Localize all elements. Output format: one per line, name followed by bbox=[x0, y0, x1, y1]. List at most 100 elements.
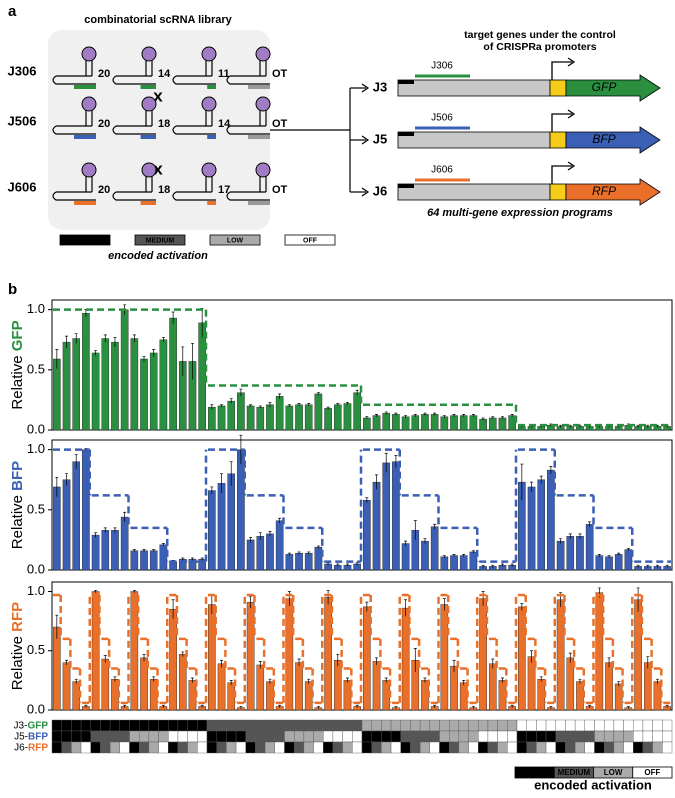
error-bar bbox=[307, 551, 311, 555]
heatmap-cell bbox=[303, 719, 314, 732]
scrna-icon bbox=[52, 60, 96, 85]
bar bbox=[72, 681, 81, 711]
heatmap-cell bbox=[555, 730, 566, 743]
y-label-gene: BFP bbox=[9, 461, 26, 491]
heatmap-cell bbox=[381, 719, 392, 732]
bar bbox=[653, 681, 662, 711]
heatmap-cell bbox=[468, 730, 479, 743]
error-bar bbox=[626, 547, 630, 551]
error-bar bbox=[297, 658, 301, 667]
error-bar bbox=[442, 598, 446, 611]
row-label: J306 bbox=[8, 63, 37, 78]
reporter-gene-label: GFP bbox=[592, 80, 617, 94]
error-bar bbox=[132, 549, 136, 552]
heatmap-cell bbox=[555, 719, 566, 732]
scrna-icon bbox=[52, 110, 96, 135]
bar bbox=[314, 393, 323, 431]
heatmap-cell bbox=[206, 719, 217, 732]
heatmap-cell bbox=[255, 719, 266, 732]
error-bar bbox=[423, 412, 427, 416]
heatmap-cell bbox=[255, 741, 266, 754]
scrna-icon bbox=[52, 176, 96, 201]
bar bbox=[256, 406, 265, 431]
error-bar bbox=[394, 706, 398, 709]
heatmap-cell bbox=[458, 741, 469, 754]
bar bbox=[304, 552, 313, 571]
y-tick-label: 0.0 bbox=[27, 561, 45, 576]
error-bar bbox=[181, 651, 185, 657]
heatmap-cell bbox=[410, 730, 421, 743]
row-prefix: J3- bbox=[14, 720, 28, 731]
error-bar bbox=[530, 481, 534, 492]
heatmap-cell bbox=[400, 741, 411, 754]
heatmap-cell bbox=[109, 719, 121, 732]
bar bbox=[275, 520, 284, 571]
bar bbox=[169, 561, 177, 571]
error-bar bbox=[559, 538, 563, 544]
heatmap-cell bbox=[274, 741, 285, 754]
y-tick-label: 0.5 bbox=[27, 642, 45, 657]
bar bbox=[295, 662, 303, 711]
bar bbox=[130, 338, 139, 431]
error-bar bbox=[210, 486, 214, 495]
error-bar bbox=[181, 557, 185, 561]
error-bar bbox=[210, 404, 214, 410]
bar bbox=[595, 555, 604, 571]
heatmap-cell bbox=[662, 741, 673, 754]
bar bbox=[266, 681, 274, 711]
bar bbox=[101, 338, 110, 431]
y-label-prefix: Relative bbox=[9, 495, 26, 549]
error-bar bbox=[568, 533, 572, 539]
bar bbox=[246, 601, 255, 711]
heatmap-cell bbox=[80, 741, 91, 754]
bar bbox=[82, 449, 90, 571]
bar bbox=[91, 534, 100, 571]
error-bar bbox=[258, 532, 262, 540]
heatmap-cell bbox=[381, 730, 392, 743]
heatmap-cell bbox=[235, 719, 246, 732]
spacer-number: OT bbox=[272, 68, 288, 80]
bar bbox=[140, 550, 148, 571]
bar bbox=[62, 479, 71, 571]
error-bar bbox=[258, 661, 262, 669]
error-bar bbox=[549, 706, 553, 709]
heatmap-cell bbox=[478, 741, 489, 754]
bar bbox=[62, 341, 71, 431]
bar bbox=[169, 317, 177, 431]
error-bar bbox=[142, 356, 146, 362]
bar bbox=[237, 392, 245, 431]
legend-box bbox=[209, 234, 261, 246]
heatmap-cell bbox=[468, 719, 479, 732]
bar bbox=[266, 533, 274, 571]
error-bar bbox=[336, 403, 340, 406]
y-label-prefix: Relative bbox=[9, 355, 26, 409]
bar bbox=[634, 599, 642, 711]
bar bbox=[140, 657, 148, 711]
error-bar bbox=[655, 678, 659, 684]
bar bbox=[246, 539, 255, 571]
promoter-cap bbox=[398, 80, 414, 84]
error-bar bbox=[404, 599, 408, 617]
bar bbox=[547, 469, 555, 571]
legend-label: OFF bbox=[644, 768, 660, 777]
legend-label: LOW bbox=[604, 768, 623, 777]
scrna-icon bbox=[226, 110, 270, 135]
error-bar bbox=[316, 706, 320, 709]
error-bar bbox=[394, 455, 398, 468]
error-bar bbox=[220, 659, 224, 668]
heatmap-cell bbox=[352, 719, 363, 732]
heatmap-row-label: J3-GFP bbox=[14, 720, 49, 731]
bar bbox=[285, 598, 294, 711]
scrna-icon bbox=[172, 60, 216, 85]
bar bbox=[82, 313, 90, 431]
error-bar bbox=[249, 537, 253, 543]
error-bar bbox=[268, 401, 272, 408]
scrna-icon bbox=[226, 176, 270, 201]
heatmap-cell bbox=[574, 741, 586, 754]
bar bbox=[459, 415, 468, 431]
scrna-loop bbox=[255, 46, 271, 62]
heatmap-cell bbox=[584, 741, 595, 754]
heatmap-cell bbox=[293, 719, 305, 732]
error-bar bbox=[646, 424, 650, 428]
legend-label: MEDIUM bbox=[146, 237, 175, 244]
